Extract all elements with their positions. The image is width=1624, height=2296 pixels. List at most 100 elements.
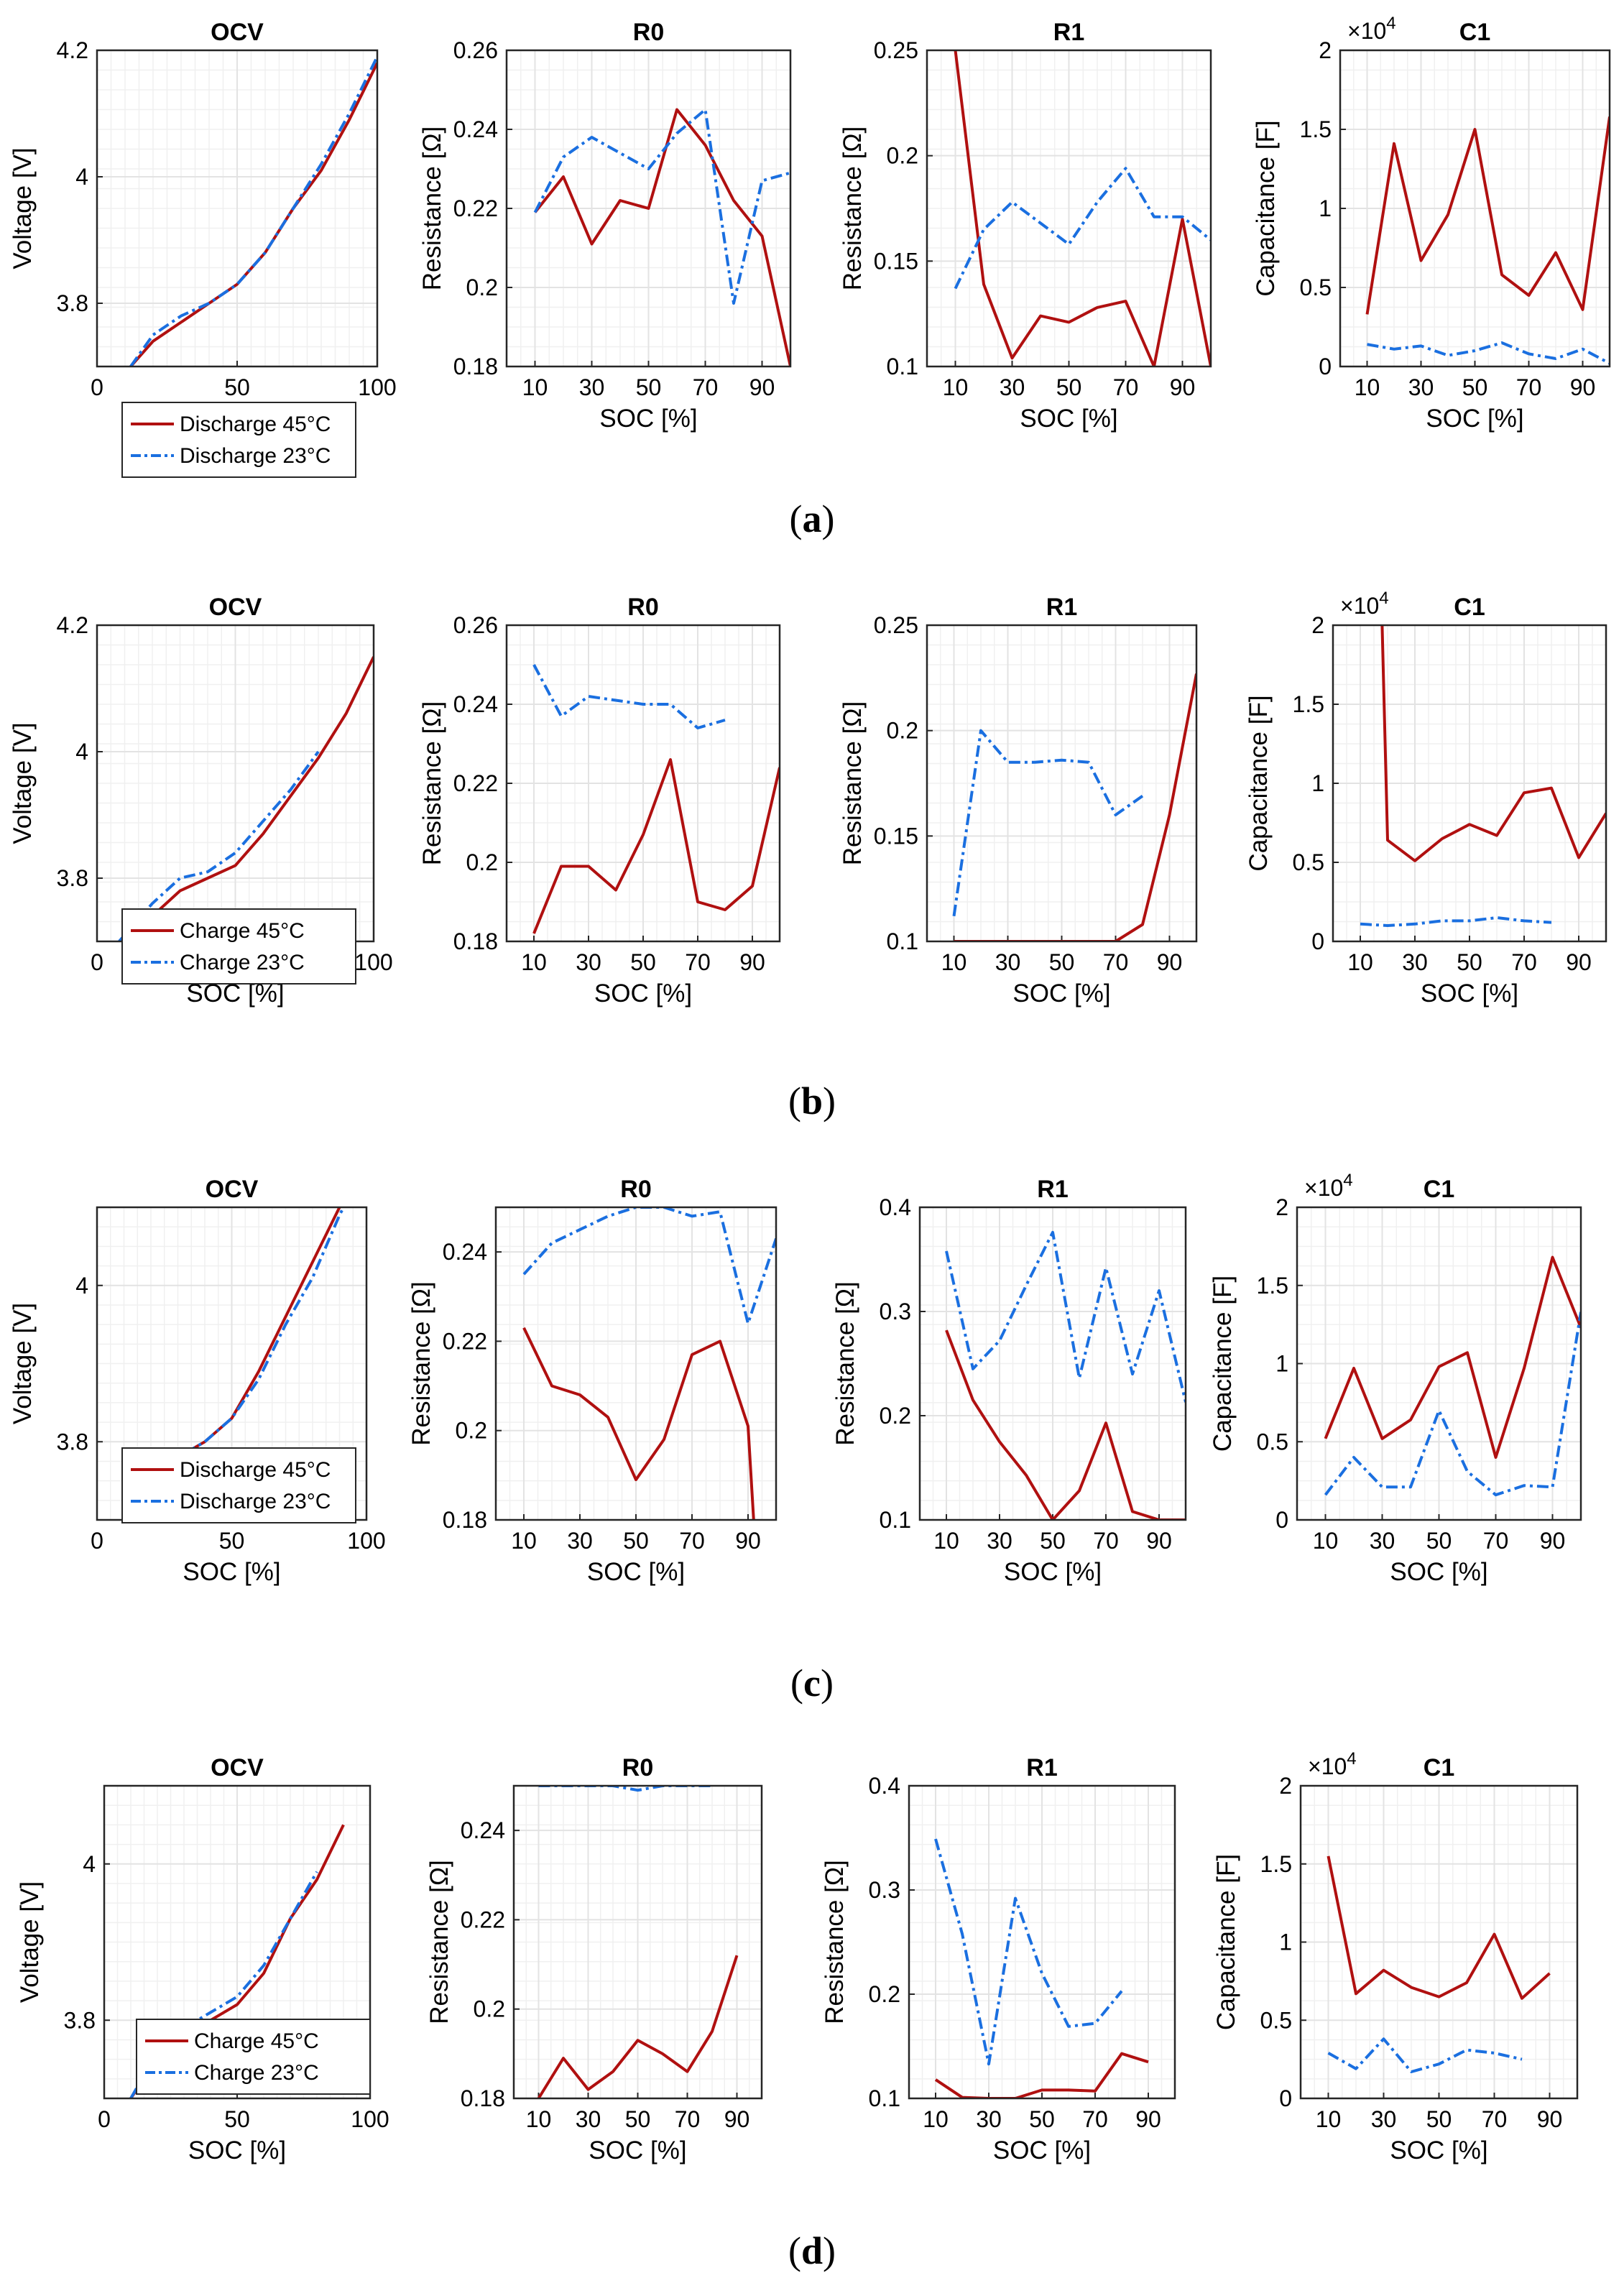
- paren-close: ): [821, 1661, 834, 1705]
- series-group: [537, 1786, 739, 2098]
- axes-box: [1339, 49, 1611, 368]
- chart-a-c1: 10 30 50 70 90 0 0.5 1 1.5 2 C1 SOC [%] Capacitance …: [1252, 14, 1611, 433]
- x-tick-label: 10: [1313, 1528, 1339, 1554]
- y-tick-label: 0.18: [453, 354, 498, 379]
- y-axis-label: Resistance [Ω]: [821, 1860, 849, 2024]
- x-tick-label: 50: [630, 949, 656, 975]
- x-tick-label: 90: [1570, 374, 1596, 400]
- y-tick-label: 0.3: [880, 1299, 911, 1324]
- legend-entry: Charge 45°C: [194, 2029, 319, 2053]
- y-tick-label: 0.24: [453, 116, 498, 142]
- series-line-45c: [954, 50, 1211, 366]
- y-axis-label: Resistance [Ω]: [407, 1281, 435, 1445]
- x-tick-label: 10: [933, 1528, 959, 1554]
- y-tick-label: 1: [1279, 1930, 1292, 1955]
- legend-box: [121, 908, 356, 985]
- y-tick-label: 0.22: [461, 1907, 505, 1932]
- x-tick-label: 50: [1457, 949, 1482, 975]
- axis-exponent: ×104: [1304, 1171, 1353, 1201]
- axes-box: [505, 49, 792, 368]
- y-tick-label: 4: [75, 739, 88, 765]
- x-tick-label: 50: [219, 1528, 245, 1554]
- axes-box: [96, 49, 379, 368]
- series-line-45c: [533, 108, 790, 366]
- legend-c: Discharge 45°C Discharge 23°C: [121, 1447, 356, 1523]
- x-axis-label: SOC [%]: [1004, 1558, 1102, 1586]
- x-tick-label: 10: [923, 2106, 949, 2132]
- series-line-45c: [532, 758, 780, 934]
- x-tick-label: 90: [1135, 2106, 1161, 2132]
- y-tick-label: 0.26: [453, 612, 498, 638]
- chart-title: OCV: [211, 1754, 264, 1781]
- x-axis-label: SOC [%]: [1012, 979, 1110, 1008]
- chart-b-r0: 10 30 50 70 90 0.18 0.2 0.22 0.24 0.26 R0 SOC [%] Re…: [418, 594, 781, 1008]
- x-tick-label: 90: [1566, 949, 1592, 975]
- x-axis-label: SOC [%]: [587, 1558, 685, 1586]
- chart-title: OCV: [206, 1176, 259, 1203]
- x-tick-label: 70: [1516, 374, 1542, 400]
- axes-box: [1296, 1206, 1582, 1521]
- series-group: [1327, 1855, 1551, 2073]
- x-tick-label: 10: [943, 374, 969, 400]
- series-line-23c: [954, 167, 1211, 290]
- y-tick-label: 0.1: [887, 928, 918, 954]
- x-tick-label: 90: [739, 949, 765, 975]
- y-tick-label: 0.18: [443, 1507, 487, 1533]
- x-tick-label: 30: [1402, 949, 1428, 975]
- y-axis-label: Voltage [V]: [9, 147, 37, 269]
- legend-entry: Discharge 45°C: [180, 1458, 331, 1482]
- paren-close: ): [822, 497, 835, 540]
- chart-title: R0: [633, 19, 664, 46]
- x-tick-label: 30: [576, 2106, 601, 2132]
- axes-box: [908, 1784, 1176, 2100]
- y-tick-label: 1.5: [1257, 1273, 1288, 1299]
- chart-title: C1: [1454, 594, 1485, 621]
- x-tick-label: 30: [1370, 1528, 1395, 1554]
- series-line-23c: [1360, 916, 1552, 927]
- y-axis-label: Resistance [Ω]: [418, 701, 446, 865]
- chart-title: C1: [1424, 1754, 1454, 1781]
- y-tick-label: 1.5: [1260, 1851, 1292, 1877]
- y-axis-label: Capacitance [F]: [1212, 1854, 1240, 2030]
- series-group: [118, 656, 374, 941]
- chart-title: R1: [1053, 19, 1084, 46]
- axis-exponent: ×104: [1347, 14, 1396, 44]
- panel-letter: a: [803, 497, 822, 540]
- chart-title: R1: [1037, 1176, 1068, 1203]
- y-axis-label: Resistance [Ω]: [831, 1281, 859, 1445]
- y-tick-label: 0.4: [869, 1773, 900, 1799]
- series-line-23c: [532, 664, 726, 729]
- panel-label-c: (c): [790, 1661, 834, 1705]
- y-tick-label: 0.1: [880, 1507, 911, 1533]
- y-tick-label: 4: [83, 1851, 96, 1877]
- axis-exponent-power: 4: [1379, 589, 1388, 608]
- x-tick-label: 50: [625, 2106, 651, 2132]
- x-tick-label: 70: [685, 949, 711, 975]
- axes-box: [918, 1206, 1187, 1521]
- series-line-23c: [538, 1786, 712, 1792]
- chart-title: C1: [1459, 19, 1490, 46]
- x-tick-label: 30: [576, 949, 601, 975]
- y-tick-label: 0.1: [869, 2085, 900, 2111]
- paren-close: ): [823, 1079, 836, 1122]
- y-tick-label: 0.24: [443, 1239, 487, 1265]
- x-tick-label: 90: [1157, 949, 1183, 975]
- chart-a-r0: 10 30 50 70 90 0.18 0.2 0.22 0.24 0.26 R0 SOC [%] Re…: [418, 19, 792, 433]
- x-axis-label: SOC [%]: [1426, 405, 1523, 433]
- series-line-45c: [1327, 1855, 1551, 2000]
- chart-d-c1: 10 30 50 70 90 0 0.5 1 1.5 2 C1 SOC [%] Capacitance …: [1212, 1749, 1579, 2164]
- series-line-23c: [533, 108, 790, 305]
- y-tick-label: 1: [1311, 770, 1324, 796]
- legend-box: [136, 2019, 371, 2095]
- legend-entry: Discharge 23°C: [180, 444, 331, 468]
- x-axis-label: SOC [%]: [1020, 405, 1117, 433]
- series-line-23c: [118, 750, 320, 941]
- legend-entry: Charge 23°C: [180, 951, 305, 974]
- x-tick-label: 50: [1049, 949, 1075, 975]
- y-axis-label: Capacitance [F]: [1209, 1276, 1237, 1452]
- x-axis-label: SOC [%]: [1421, 979, 1518, 1008]
- x-tick-label: 70: [1113, 374, 1139, 400]
- x-tick-label: 50: [1462, 374, 1488, 400]
- y-tick-label: 4: [75, 1273, 88, 1299]
- x-tick-label: 30: [1371, 2106, 1397, 2132]
